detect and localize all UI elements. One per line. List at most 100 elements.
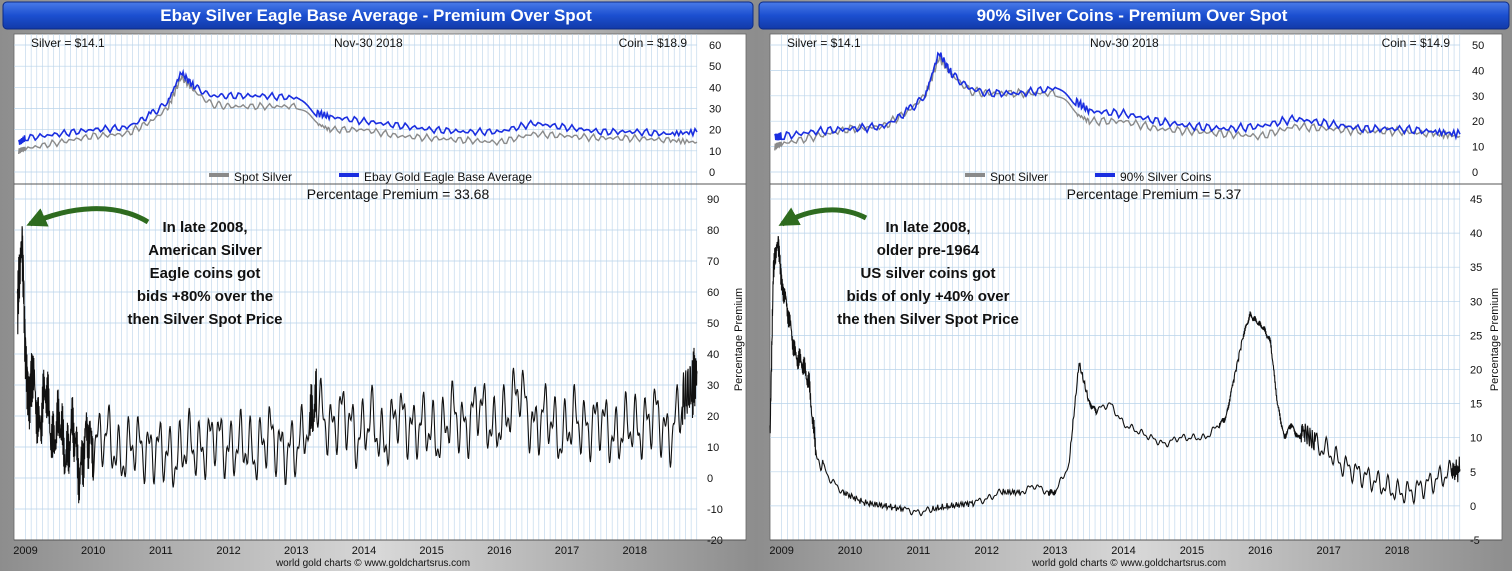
bottom-y-tick: 10 xyxy=(707,442,719,454)
legend-swatch xyxy=(209,173,229,177)
x-tick-label: 2012 xyxy=(216,545,240,557)
top-y-tick: 20 xyxy=(709,125,721,137)
legend-label: Spot Silver xyxy=(990,170,1048,184)
legend-label: Spot Silver xyxy=(234,170,292,184)
bottom-y-tick: 90 xyxy=(707,194,719,206)
top-y-tick: 20 xyxy=(1472,116,1484,128)
annotation-line: US silver coins got xyxy=(860,265,995,282)
top-y-tick: 10 xyxy=(709,146,721,158)
bottom-y-tick: 50 xyxy=(707,318,719,330)
bottom-y-tick: 0 xyxy=(707,473,713,485)
bottom-y-tick: 70 xyxy=(707,256,719,268)
x-tick-label: 2009 xyxy=(13,545,37,557)
top-y-tick: 40 xyxy=(1472,65,1484,77)
annotation-line: American Silver xyxy=(148,242,262,259)
top-series-spot-silver xyxy=(18,74,698,155)
top-y-tick: 30 xyxy=(709,104,721,116)
annotation-line: the then Silver Spot Price xyxy=(837,311,1019,328)
top-y-tick: 50 xyxy=(1472,40,1484,52)
bottom-y-tick: 25 xyxy=(1470,330,1482,342)
bottom-y-tick: 60 xyxy=(707,287,719,299)
x-tick-label: 2017 xyxy=(555,545,579,557)
x-tick-label: 2013 xyxy=(1043,545,1067,557)
top-y-tick: 10 xyxy=(1472,142,1484,154)
legend-swatch xyxy=(1095,173,1115,177)
bottom-y-tick: 0 xyxy=(1470,501,1476,513)
bottom-y-tick: 80 xyxy=(707,225,719,237)
x-tick-label: 2016 xyxy=(1248,545,1272,557)
bottom-y-tick: 35 xyxy=(1470,262,1482,274)
premium-subtitle: Percentage Premium = 33.68 xyxy=(307,186,490,202)
bottom-y-tick: 30 xyxy=(1470,296,1482,308)
x-tick-label: 2010 xyxy=(838,545,862,557)
plot-area xyxy=(13,33,747,541)
annotation-line: older pre-1964 xyxy=(877,242,980,259)
bottom-y-tick: 10 xyxy=(1470,433,1482,445)
bottom-y-tick: 40 xyxy=(707,349,719,361)
bottom-y-tick: 45 xyxy=(1470,194,1482,206)
annotation-line: In late 2008, xyxy=(162,219,247,236)
annotation-line: In late 2008, xyxy=(885,219,970,236)
header-coin: Coin = $18.9 xyxy=(619,36,688,50)
y-axis-label: Percentage Premium xyxy=(733,288,745,391)
legend-label: Ebay Gold Eagle Base Average xyxy=(364,170,532,184)
x-tick-label: 2011 xyxy=(149,545,173,557)
title-bar xyxy=(758,1,1510,30)
y-axis-label: Percentage Premium xyxy=(1489,288,1501,391)
bottom-y-tick: 5 xyxy=(1470,467,1476,479)
bottom-y-tick: 40 xyxy=(1470,228,1482,240)
top-y-tick: 60 xyxy=(709,40,721,52)
header-silver: Silver = $14.1 xyxy=(787,36,861,50)
top-series-coin-price xyxy=(774,51,1461,141)
x-tick-label: 2017 xyxy=(1316,545,1340,557)
premium-series xyxy=(16,226,698,504)
header-silver: Silver = $14.1 xyxy=(31,36,105,50)
top-y-tick: 40 xyxy=(709,82,721,94)
header-coin: Coin = $14.9 xyxy=(1382,36,1451,50)
top-series-coin-price xyxy=(17,68,698,145)
top-series-spot-silver xyxy=(774,54,1461,151)
premium-series xyxy=(769,236,1461,517)
x-tick-label: 2014 xyxy=(352,545,376,557)
bottom-y-tick: -10 xyxy=(707,504,723,516)
bottom-y-tick: -5 xyxy=(1470,535,1480,547)
x-tick-label: 2013 xyxy=(284,545,308,557)
chart-title: Ebay Silver Eagle Base Average - Premium… xyxy=(160,6,592,25)
chart-panel-1: Ebay Silver Eagle Base Average - Premium… xyxy=(0,0,756,571)
footer-credit: world gold charts © www.goldchartsrus.co… xyxy=(1031,558,1226,569)
x-tick-label: 2016 xyxy=(487,545,511,557)
grid-lines xyxy=(25,34,698,540)
green-arrow-icon xyxy=(778,207,868,227)
annotation: In late 2008, American Silver Eagle coins … xyxy=(127,219,282,328)
x-tick-label: 2011 xyxy=(907,545,931,557)
title-bar xyxy=(2,1,754,30)
legend-label: 90% Silver Coins xyxy=(1120,170,1211,184)
annotation: In late 2008, older pre-1964 US silver coi… xyxy=(837,219,1019,328)
x-tick-label: 2010 xyxy=(81,545,105,557)
x-tick-label: 2018 xyxy=(622,545,646,557)
x-tick-label: 2018 xyxy=(1385,545,1409,557)
legend-swatch xyxy=(965,173,985,177)
bottom-y-tick: 20 xyxy=(1470,365,1482,377)
bottom-y-tick: 15 xyxy=(1470,399,1482,411)
top-y-tick: 50 xyxy=(709,61,721,73)
x-tick-label: 2015 xyxy=(419,545,443,557)
annotation-line: bids +80% over the xyxy=(137,288,273,305)
header-date: Nov-30 2018 xyxy=(334,36,403,50)
annotation-line: then Silver Spot Price xyxy=(127,311,282,328)
chart-title: 90% Silver Coins - Premium Over Spot xyxy=(977,6,1288,25)
bottom-y-tick: 30 xyxy=(707,380,719,392)
x-tick-label: 2012 xyxy=(975,545,999,557)
legend-swatch xyxy=(339,173,359,177)
plot-area xyxy=(769,33,1503,541)
premium-subtitle: Percentage Premium = 5.37 xyxy=(1067,186,1242,202)
green-arrow-icon xyxy=(26,206,150,227)
x-tick-label: 2015 xyxy=(1180,545,1204,557)
top-y-tick: 30 xyxy=(1472,91,1484,103)
footer-credit: world gold charts © www.goldchartsrus.co… xyxy=(275,558,470,569)
x-tick-label: 2009 xyxy=(769,545,793,557)
bottom-y-tick: 20 xyxy=(707,411,719,423)
bottom-y-tick: -20 xyxy=(707,535,723,547)
annotation-line: Eagle coins got xyxy=(150,265,261,282)
